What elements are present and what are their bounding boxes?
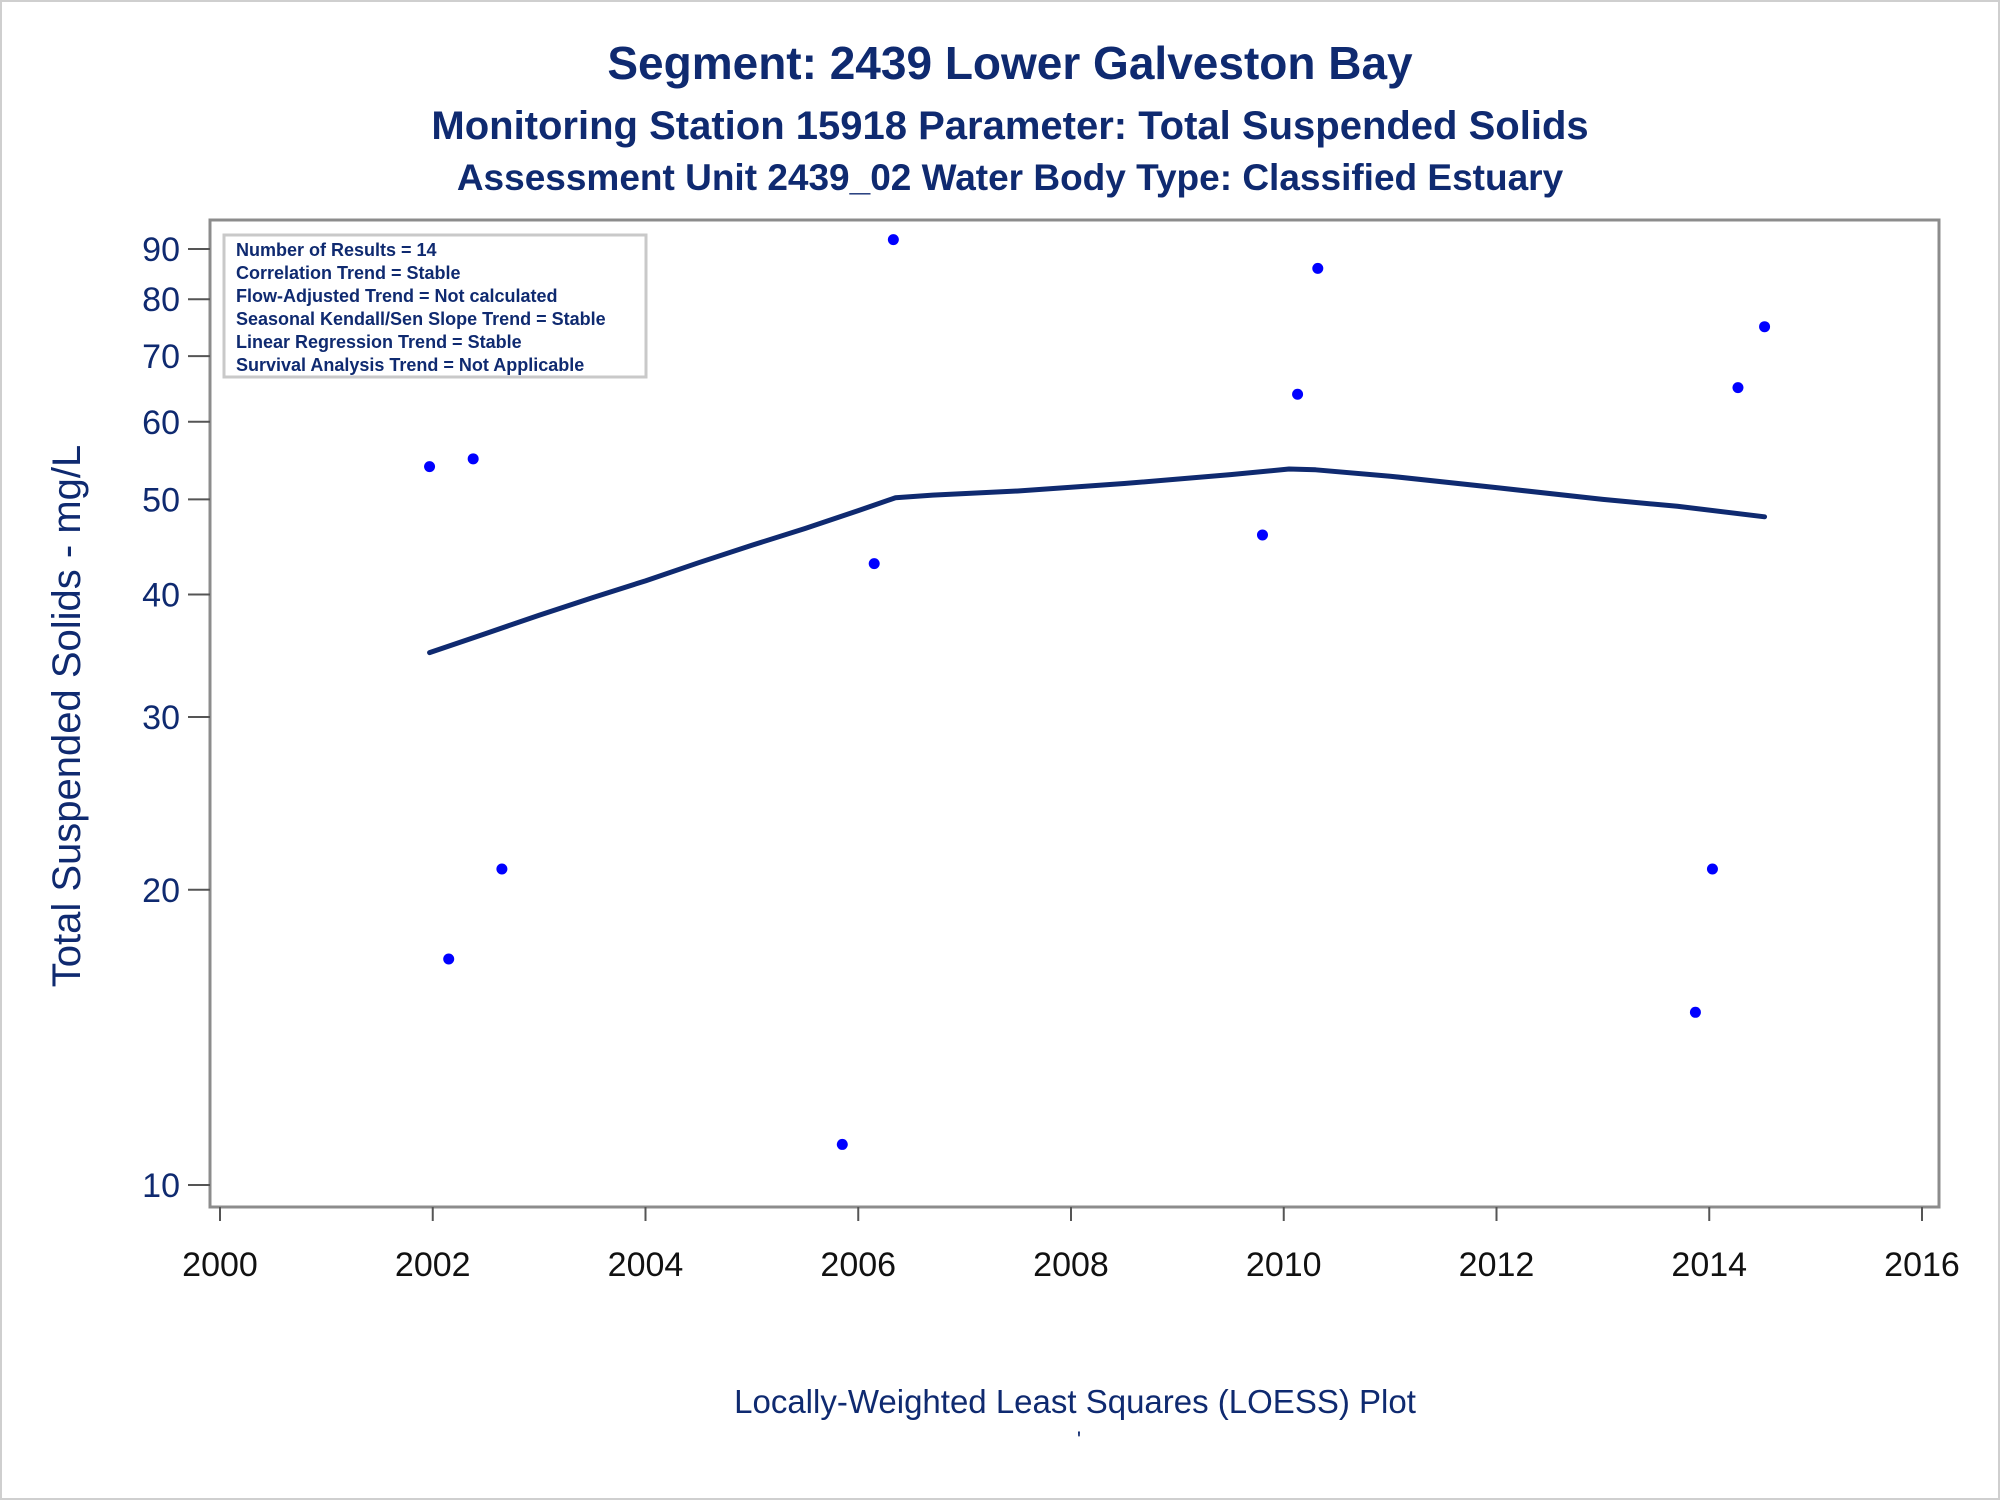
data-point — [467, 453, 479, 465]
y-tick-label: 20 — [142, 872, 180, 910]
data-point — [1292, 388, 1304, 400]
data-point — [868, 558, 880, 570]
y-tick-label: 50 — [142, 481, 180, 519]
x-tick-label: 2000 — [182, 1246, 258, 1284]
y-tick-label: 80 — [142, 281, 180, 319]
stats-line-survival-analysis-trend: Survival Analysis Trend = Not Applicable — [236, 355, 584, 375]
x-tick-label: 2008 — [1033, 1246, 1109, 1284]
stats-box: Number of Results = 14 Correlation Trend… — [222, 233, 648, 379]
y-tick-label: 30 — [142, 699, 180, 737]
y-axis: 10 20 30 40 50 60 70 80 90 — [142, 231, 210, 1205]
data-point — [836, 1138, 848, 1150]
loess-curve — [427, 466, 1768, 656]
data-point — [443, 953, 455, 965]
chart-subtitle-2: Assessment Unit 2439_02 Water Body Type:… — [457, 157, 1564, 198]
stats-line-correlation-trend: Correlation Trend = Stable — [236, 263, 461, 283]
x-tick-label: 2002 — [395, 1246, 471, 1284]
chart-subtitle: Monitoring Station 15918 Parameter: Tota… — [431, 104, 1588, 148]
stats-line-linear-regression-trend: Linear Regression Trend = Stable — [236, 332, 522, 352]
scatter-points — [424, 234, 1771, 1150]
stats-line-seasonal-kendall-trend: Seasonal Kendall/Sen Slope Trend = Stabl… — [236, 309, 606, 329]
stats-box-frame — [222, 233, 648, 379]
data-point — [424, 461, 436, 473]
footer-caption: Locally-Weighted Least Squares (LOESS) P… — [734, 1383, 1416, 1420]
data-point — [1689, 1006, 1701, 1018]
data-point — [1759, 321, 1771, 333]
y-axis-label: Total Suspended Solids - mg/L — [45, 445, 89, 988]
x-tick-label: 2012 — [1459, 1246, 1535, 1284]
stats-line-number-of-results: Number of Results = 14 — [236, 240, 437, 260]
x-tick-label: 2014 — [1671, 1246, 1747, 1284]
data-point — [1732, 382, 1744, 394]
x-tick-label: 2010 — [1246, 1246, 1322, 1284]
y-tick-label: 60 — [142, 404, 180, 442]
x-tick-label: 2016 — [1884, 1246, 1960, 1284]
data-point — [887, 234, 899, 246]
stats-line-flow-adjusted-trend: Flow-Adjusted Trend = Not calculated — [236, 286, 558, 306]
chart-title: Segment: 2439 Lower Galveston Bay — [607, 37, 1413, 89]
x-tick-label: 2006 — [820, 1246, 896, 1284]
plot-area-frame — [208, 218, 1941, 1209]
y-tick-label: 10 — [142, 1167, 180, 1205]
x-tick-label: 2004 — [608, 1246, 684, 1284]
footer-mark: ' — [1077, 1427, 1081, 1452]
y-tick-label: 70 — [142, 338, 180, 376]
data-point — [1706, 863, 1718, 875]
data-point — [1312, 262, 1324, 274]
y-tick-label: 40 — [142, 576, 180, 614]
x-axis: 2000 2002 2004 2006 2008 2010 2012 2014 2016 — [182, 1207, 1960, 1284]
data-point — [496, 863, 508, 875]
y-tick-label: 90 — [142, 231, 180, 269]
data-point — [1256, 529, 1268, 541]
